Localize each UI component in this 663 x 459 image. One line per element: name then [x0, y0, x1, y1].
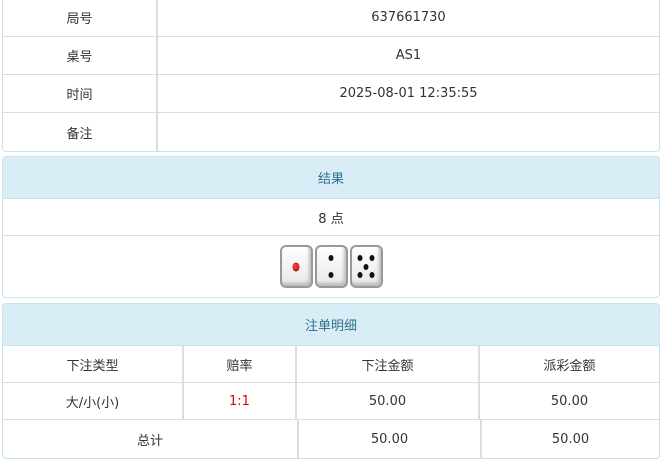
pip: [369, 272, 375, 279]
col-header-type: 下注类型: [3, 346, 184, 382]
time-value: 2025-08-01 12:35:55: [339, 86, 478, 101]
label: 桌号: [3, 37, 158, 74]
remark-value: [158, 113, 659, 151]
pip: [328, 254, 334, 261]
total-amount: 50.00: [299, 420, 482, 458]
bet-amount: 50.00: [297, 383, 480, 419]
bet-type: 大/小(小): [3, 383, 184, 419]
total-row: 总计 50.00 50.00: [3, 420, 659, 458]
col-header-odds: 赔率: [184, 346, 297, 382]
info-row-remark: 备注: [3, 113, 659, 151]
round-info-table: 局号 637661730 桌号 AS1 时间 2025-08-01 12:35:55 …: [2, 0, 660, 152]
odds: 1:1: [184, 383, 297, 419]
bet-details-panel: 注单明细 下注类型 赔率 下注金额 派彩金额 大/小(小) 1:1 50.00 …: [2, 303, 660, 459]
pip: [357, 272, 363, 279]
round-number: 637661730: [371, 10, 446, 25]
payout: 50.00: [550, 393, 589, 409]
pip: [328, 272, 334, 279]
label: 时间: [3, 75, 158, 112]
total-payout: 50.00: [551, 431, 590, 447]
col-header-payout: 派彩金额: [543, 358, 596, 374]
pip: [363, 263, 369, 270]
col-header-amount: 下注金额: [297, 346, 480, 382]
pip: [357, 254, 363, 261]
table-row: 大/小(小) 1:1 50.00 50.00: [3, 383, 659, 420]
die-2-icon: [314, 245, 348, 288]
result-panel: 结果 8 点: [2, 156, 660, 298]
bet-details-title: 注单明细: [3, 304, 659, 346]
header-row: 下注类型 赔率 下注金额 派彩金额: [3, 346, 659, 383]
info-row-table: 桌号 AS1: [3, 37, 659, 75]
result-points: 8 点: [3, 199, 659, 236]
info-row-round: 局号 637661730: [3, 0, 659, 37]
die-5-icon: [349, 245, 383, 288]
dice-row: [3, 236, 659, 297]
table-number: AS1: [395, 48, 422, 63]
label: 局号: [3, 0, 158, 36]
pip: [292, 262, 300, 271]
result-title: 结果: [3, 157, 659, 199]
die-1-icon: [279, 245, 313, 288]
info-row-time: 时间 2025-08-01 12:35:55: [3, 75, 659, 113]
pip: [369, 254, 375, 261]
label: 备注: [3, 113, 158, 151]
total-label: 总计: [3, 420, 299, 458]
